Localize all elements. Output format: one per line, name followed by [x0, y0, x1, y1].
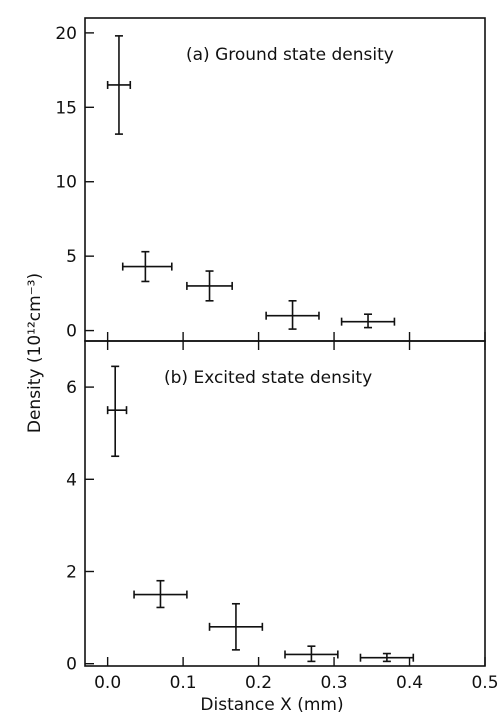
panel-b-frame [84, 340, 486, 667]
x-axis-label: Distance X (mm) [200, 695, 343, 715]
y-tick-label: 0 [66, 322, 77, 342]
data-point [208, 602, 264, 651]
x-tick-label: 0.3 [321, 673, 348, 693]
panel-b-title: (b) Excited state density [164, 368, 372, 388]
y-tick-label: 4 [66, 470, 77, 490]
x-tick-label: 0.0 [94, 673, 121, 693]
y-axis-label: Density (10¹²cm⁻³) [25, 273, 45, 433]
x-tick-label: 0.1 [170, 673, 197, 693]
data-point [265, 300, 320, 330]
panel-a: (a) Ground state density 0 5 10 15 20 [55, 17, 486, 350]
y-tick-label: 5 [66, 247, 77, 267]
panel-a-frame [84, 17, 486, 342]
y-tick-label: 0 [66, 655, 77, 675]
data-point [121, 250, 173, 283]
data-point [133, 579, 188, 609]
x-tick-label: 0.5 [471, 673, 498, 693]
data-point [106, 365, 128, 458]
y-tick-label: 6 [66, 378, 77, 398]
data-point [340, 313, 396, 329]
y-tick-label: 2 [66, 562, 77, 582]
data-point [106, 35, 132, 135]
data-point [186, 270, 233, 302]
data-point [359, 652, 415, 663]
data-point [284, 645, 339, 663]
panel-b: (b) Excited state density 0 2 4 6 0.0 0.1 0.2 0… [66, 340, 499, 693]
panel-a-title: (a) Ground state density [186, 45, 394, 65]
y-tick-label: 20 [55, 24, 77, 44]
y-tick-label: 15 [55, 98, 77, 118]
x-tick-label: 0.4 [396, 673, 423, 693]
x-tick-label: 0.2 [245, 673, 272, 693]
y-tick-label: 10 [55, 173, 77, 193]
